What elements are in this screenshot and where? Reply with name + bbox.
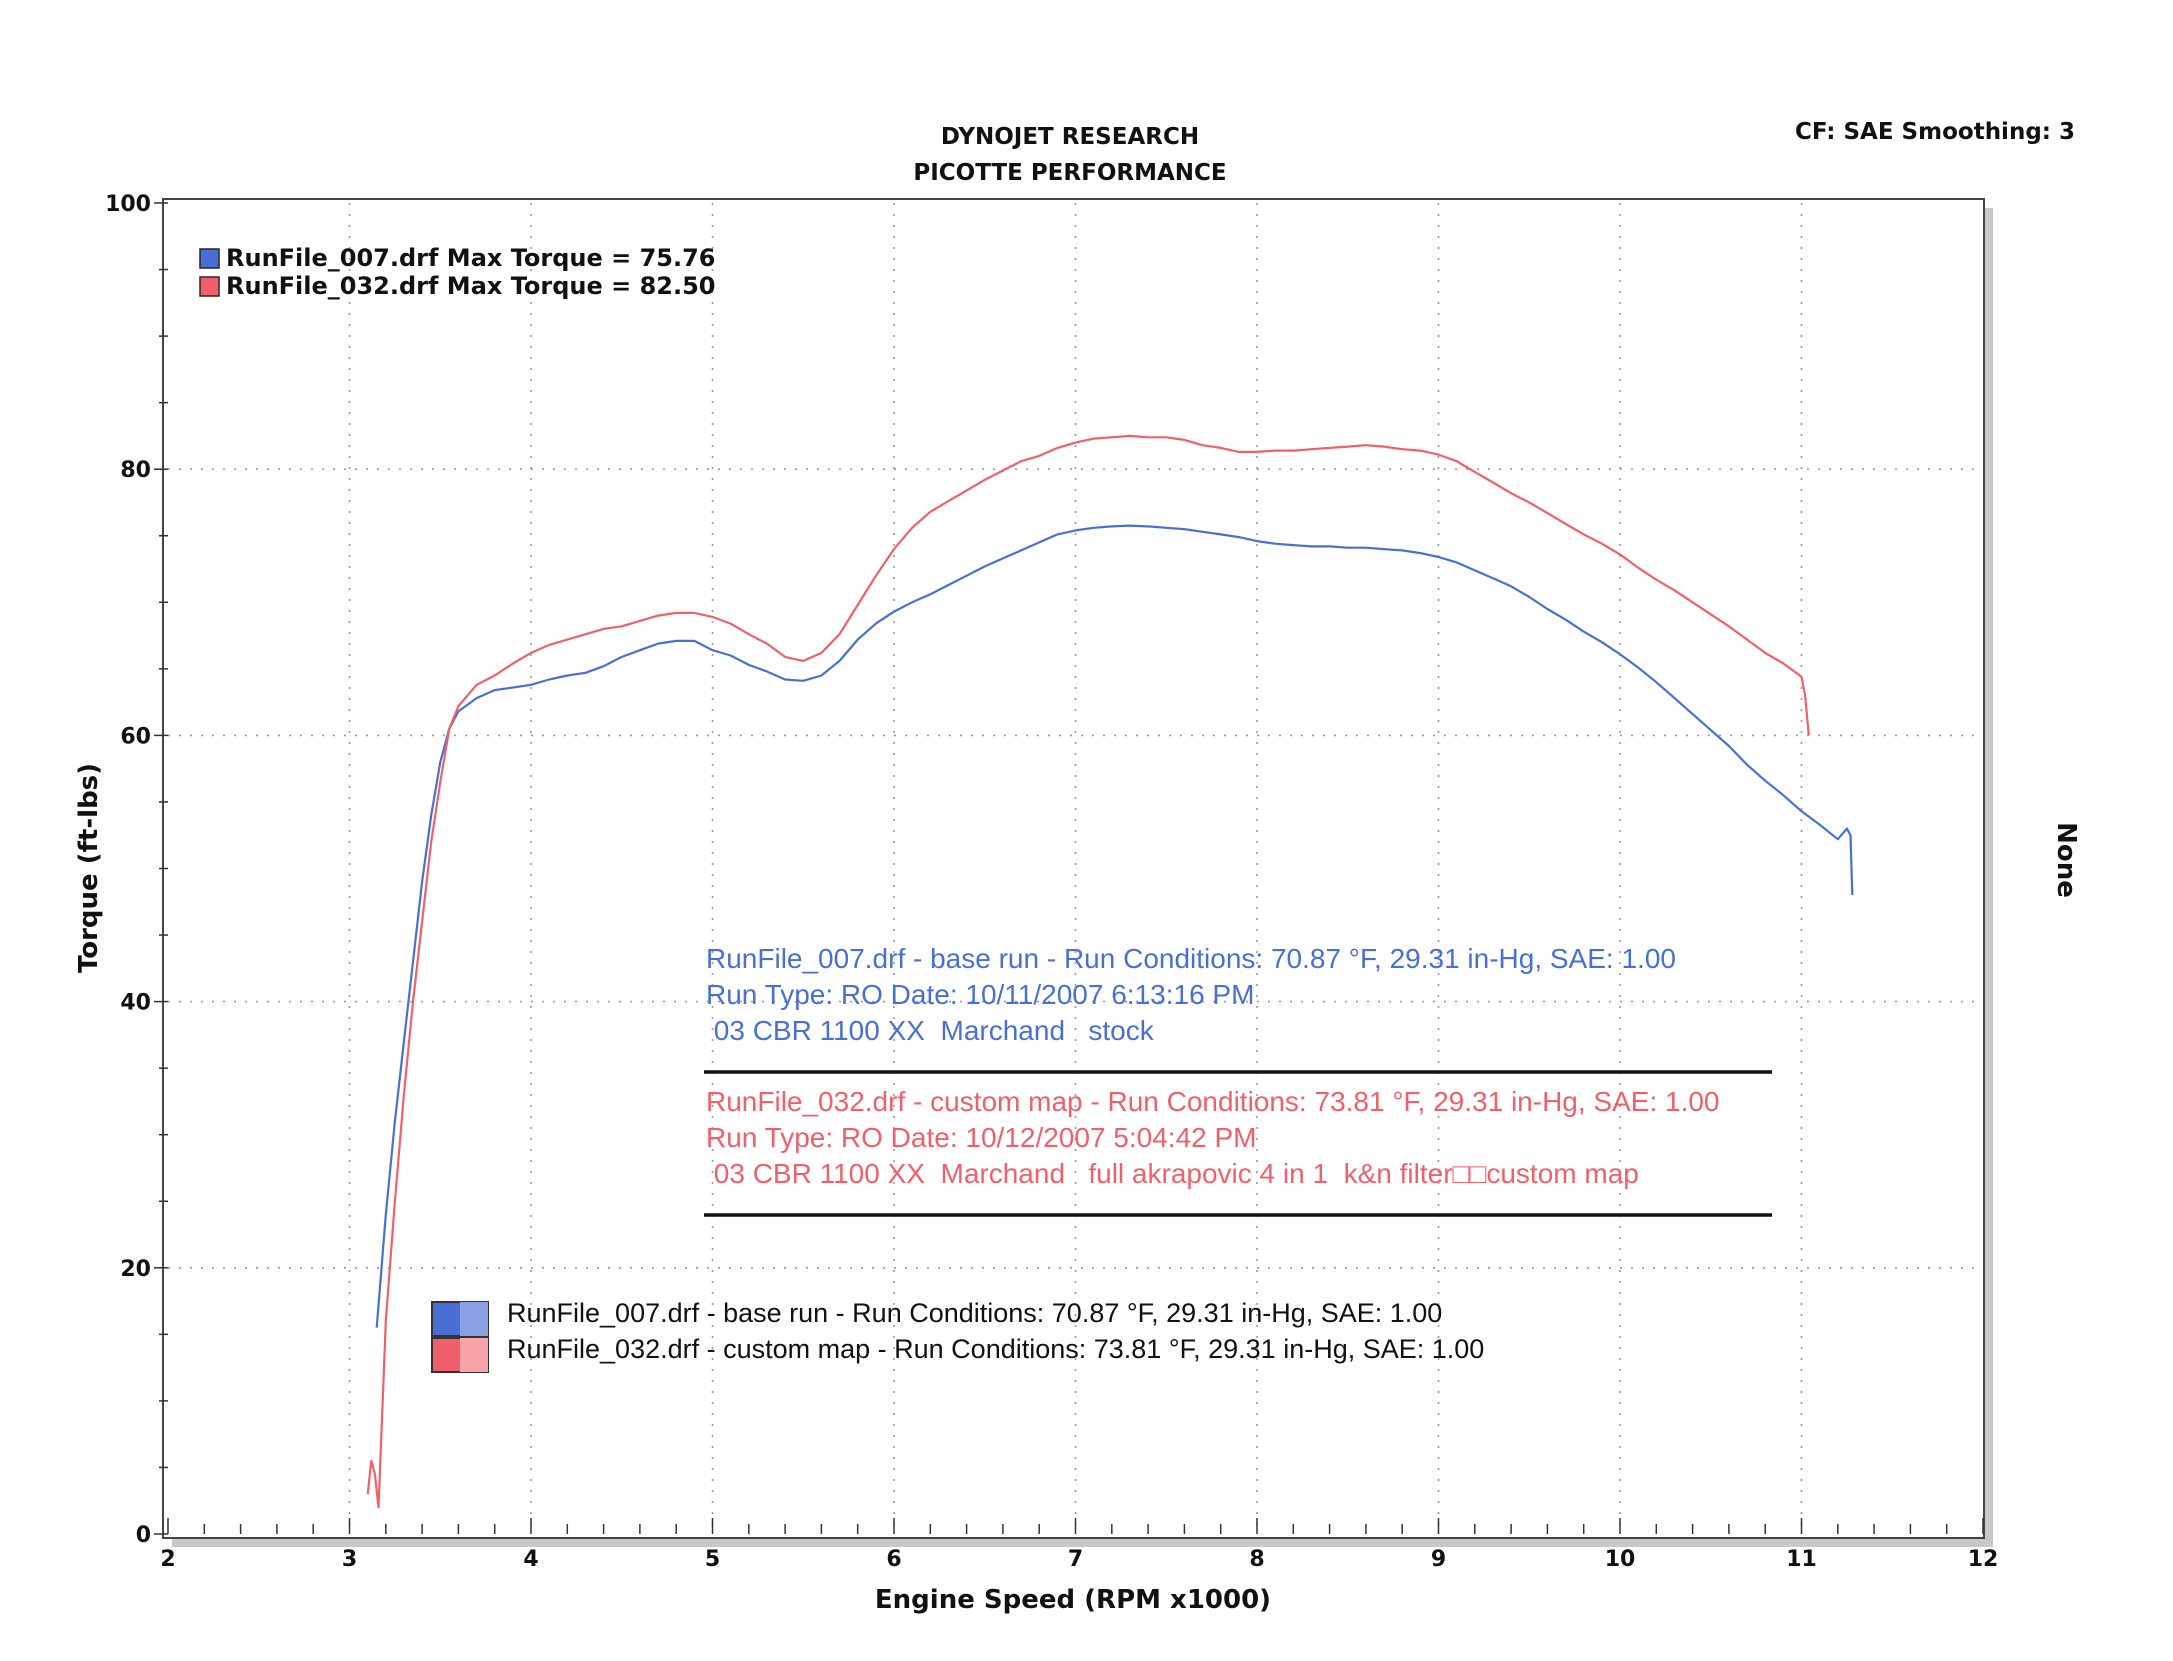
chart-title-line2: PICOTTE PERFORMANCE — [913, 160, 1226, 186]
x-tick-label: 8 — [1249, 1547, 1264, 1572]
annotation-run007-line2: Run Type: RO Date: 10/11/2007 6:13:16 PM — [706, 979, 1254, 1010]
y-tick-label: 0 — [136, 1523, 151, 1548]
x-axis-label: Engine Speed (RPM x1000) — [875, 1585, 1271, 1615]
series-line-run032 — [366, 434, 1810, 1509]
legend-top: RunFile_007.drf Max Torque = 75.76 RunFi… — [199, 244, 716, 300]
y-tick-label: 60 — [120, 724, 151, 749]
annotation-run007-line1: RunFile_007.drf - base run - Run Conditi… — [706, 943, 1676, 974]
axis-ticks — [154, 202, 1984, 1535]
x-tick-label: 11 — [1786, 1547, 1817, 1572]
series-line-run007 — [375, 524, 1854, 1328]
annotation-run032-line3: 03 CBR 1100 XX Marchand full akrapovic 4… — [706, 1158, 1639, 1189]
grid-lines — [168, 203, 1983, 1534]
legend-bottom-swatch-run007-highlight — [460, 1302, 488, 1336]
x-tick-label: 2 — [160, 1547, 175, 1572]
x-tick-label: 6 — [886, 1547, 901, 1572]
legend-swatch-run007 — [199, 248, 220, 269]
legend-bottom-swatch-run032-highlight — [460, 1338, 488, 1372]
chart-title-line1: DYNOJET RESEARCH — [941, 124, 1199, 150]
legend-bottom: RunFile_007.drf - base run - Run Conditi… — [431, 1298, 1484, 1373]
run-annotation: RunFile_007.drf - base run - Run Conditi… — [704, 943, 1772, 1217]
legend-bottom-item-run032: RunFile_032.drf - custom map - Run Condi… — [507, 1334, 1484, 1364]
y-tick-label: 40 — [120, 991, 151, 1016]
right-axis-label: None — [2051, 822, 2081, 898]
x-tick-label: 10 — [1605, 1547, 1636, 1572]
y-tick-label: 100 — [105, 192, 151, 217]
x-tick-label: 9 — [1431, 1547, 1446, 1572]
y-tick-label: 80 — [120, 458, 151, 483]
x-tick-label: 12 — [1968, 1547, 1999, 1572]
x-tick-label: 7 — [1068, 1547, 1083, 1572]
y-tick-label: 20 — [120, 1257, 151, 1282]
y-axis-label: Torque (ft-lbs) — [74, 763, 104, 973]
tick-labels: 2 3 4 5 6 7 8 9 10 11 12 0 20 40 60 80 100 — [105, 192, 1998, 1572]
data-series — [366, 434, 1854, 1509]
x-tick-label: 4 — [523, 1547, 538, 1572]
legend-item-run032: RunFile_032.drf Max Torque = 82.50 — [226, 272, 716, 300]
legend-item-run007: RunFile_007.drf Max Torque = 75.76 — [226, 244, 716, 272]
annotation-run032-line2: Run Type: RO Date: 10/12/2007 5:04:42 PM — [706, 1122, 1257, 1153]
legend-swatch-run032 — [199, 276, 220, 297]
x-tick-label: 5 — [705, 1547, 720, 1572]
settings-label: CF: SAE Smoothing: 3 — [1795, 119, 2075, 145]
annotation-run007-line3: 03 CBR 1100 XX Marchand stock — [706, 1015, 1155, 1046]
legend-bottom-item-run007: RunFile_007.drf - base run - Run Conditi… — [507, 1298, 1442, 1328]
x-tick-label: 3 — [342, 1547, 357, 1572]
annotation-run032-line1: RunFile_032.drf - custom map - Run Condi… — [706, 1086, 1720, 1117]
